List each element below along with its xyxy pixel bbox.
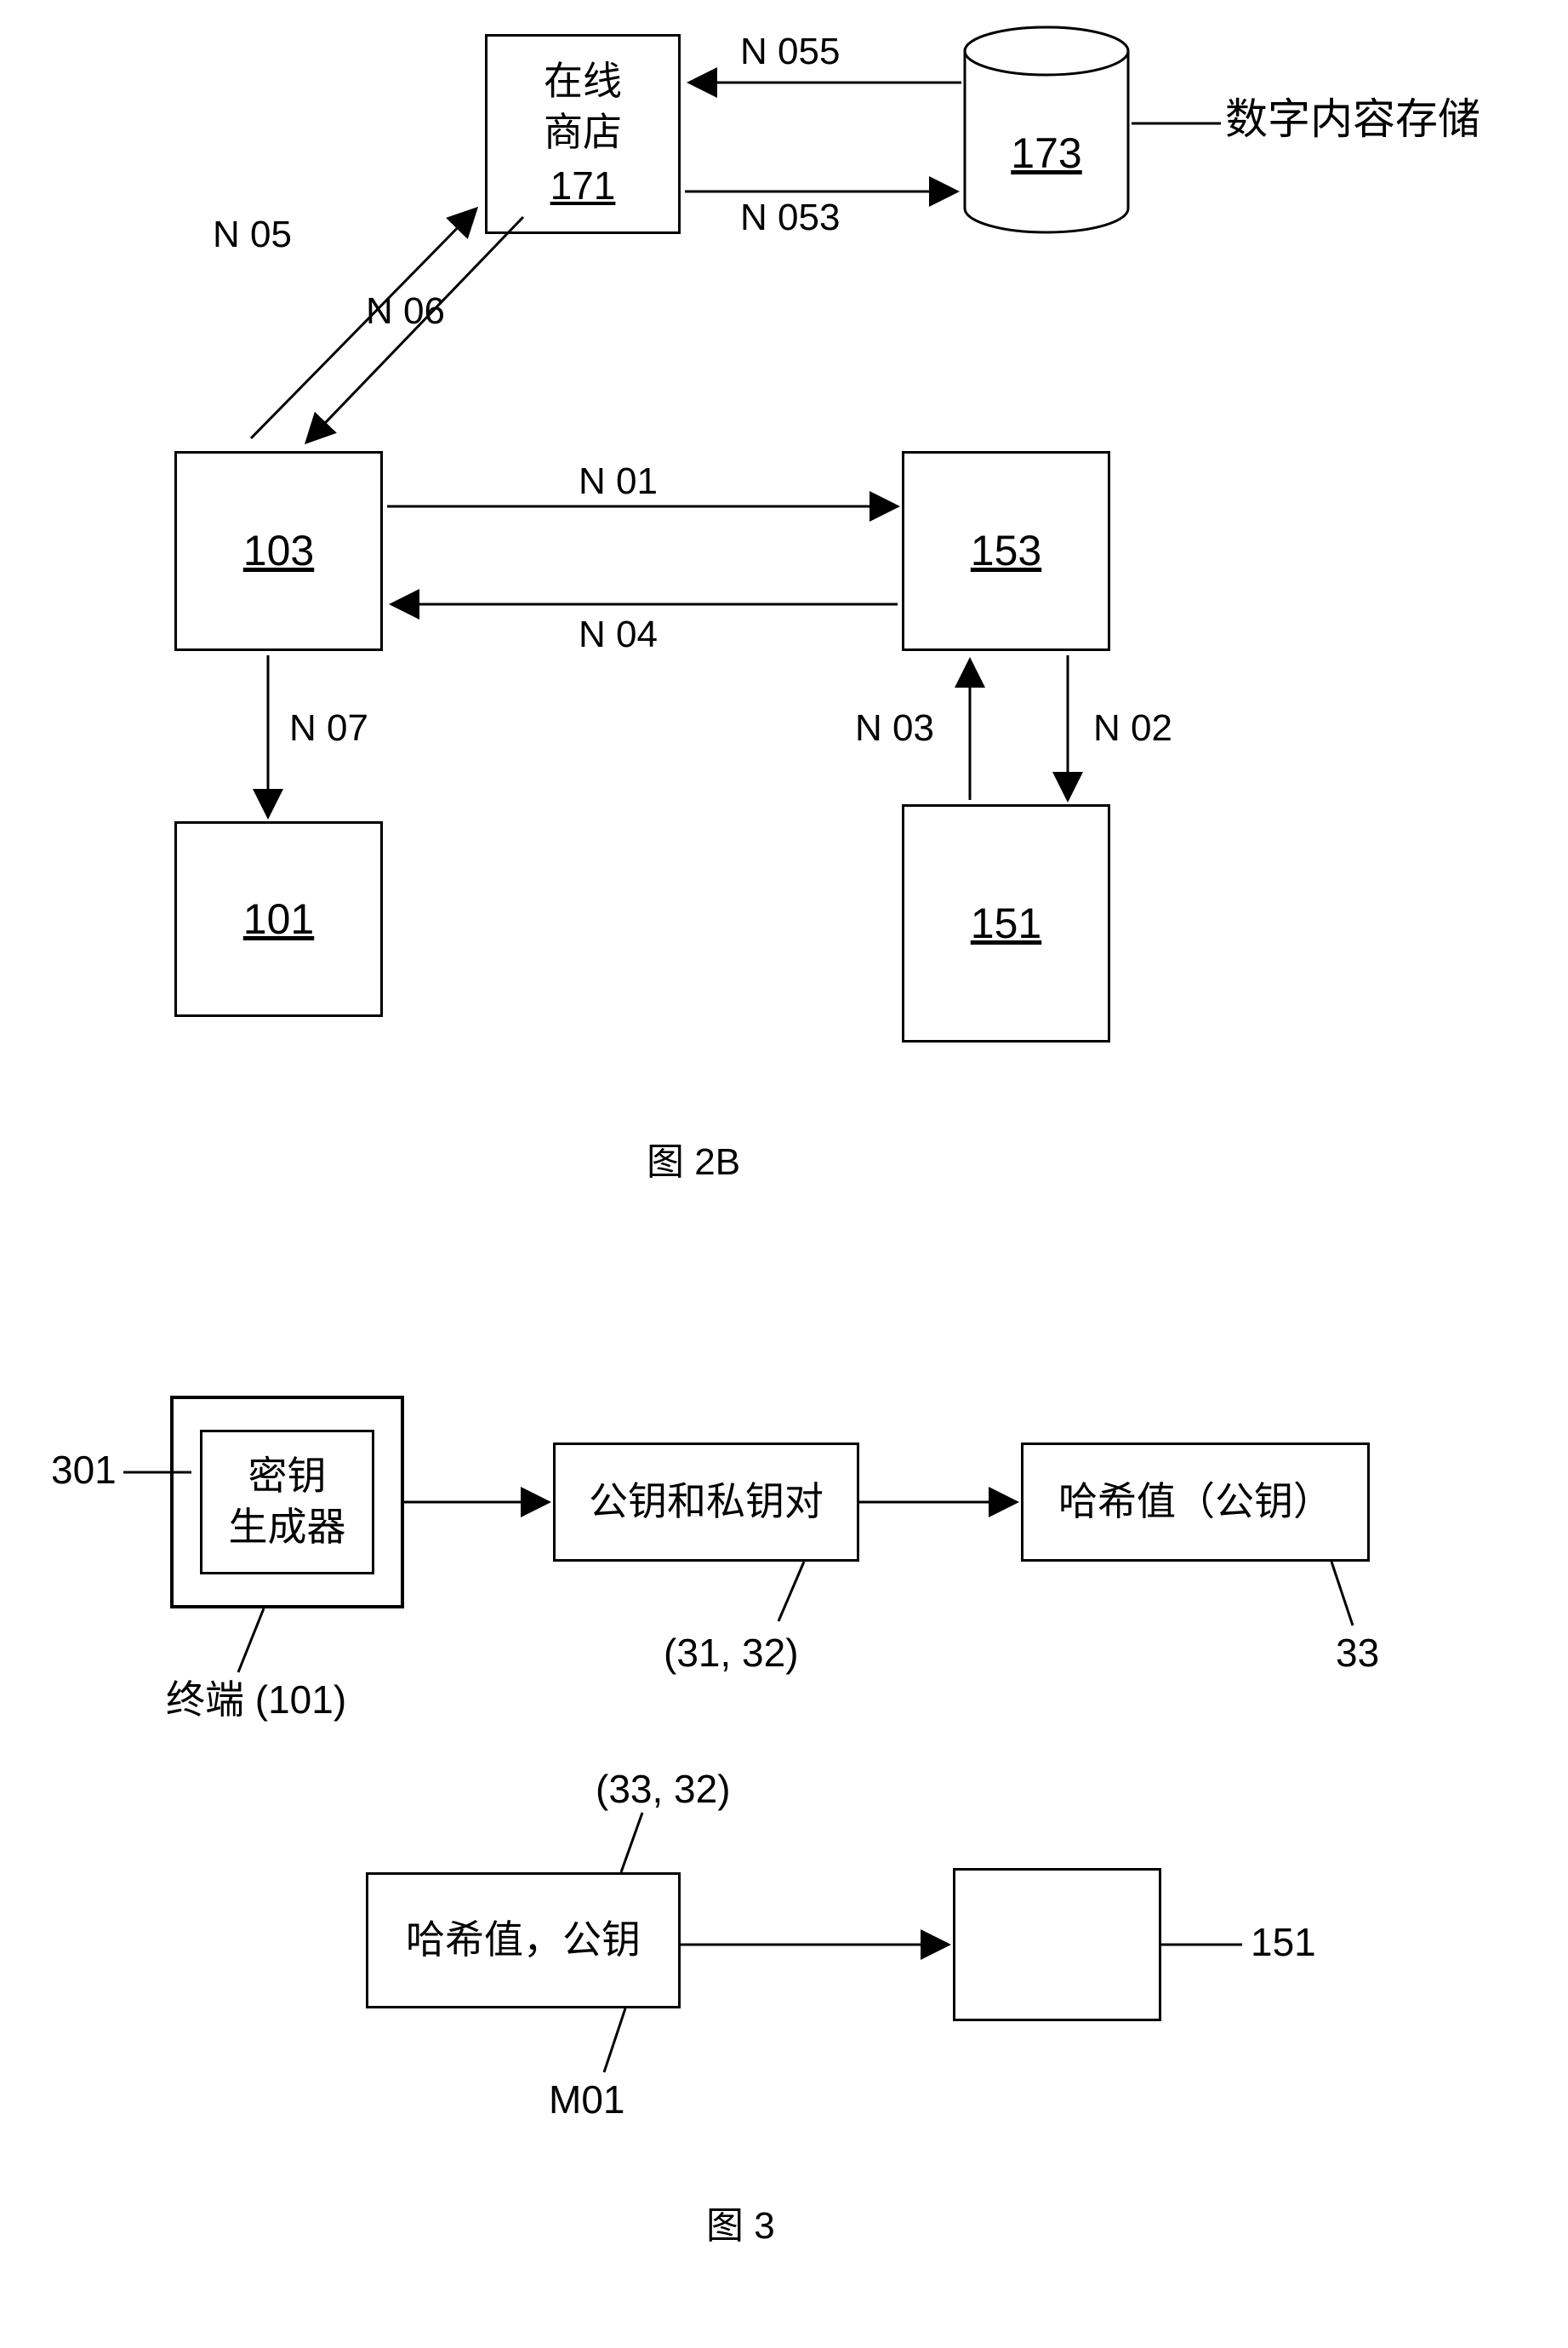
pubpriv-text: 公钥和私钥对 <box>589 1477 824 1528</box>
hashpub-box: 哈希值，公钥 <box>366 1872 681 2008</box>
box-153-ref: 153 <box>971 523 1041 579</box>
shop-ref: 171 <box>550 161 616 212</box>
box-151: 151 <box>902 804 1110 1043</box>
leader-m01 <box>596 2008 630 2077</box>
storage-cylinder: 173 <box>961 26 1132 234</box>
shop-cyl-arrows <box>681 64 966 209</box>
arrow-keygen-pubpriv <box>404 1494 557 1511</box>
edge-n03: N 03 <box>855 706 934 751</box>
cylinder-ref: 173 <box>961 128 1132 179</box>
shop-text-1: 在线 <box>544 56 622 107</box>
leader-33 <box>1323 1562 1357 1630</box>
edge-n02: N 02 <box>1093 706 1172 751</box>
hash-text: 哈希值（公钥） <box>1058 1477 1332 1528</box>
edge-n01: N 01 <box>579 460 658 505</box>
box-103-ref: 103 <box>243 523 314 579</box>
shop-text-2: 商店 <box>544 107 622 158</box>
horiz-arrows-103-153 <box>383 485 906 630</box>
leader-3332 <box>613 1808 647 1877</box>
cylinder-to-label-line <box>1132 119 1225 128</box>
leader-terminal <box>234 1608 268 1677</box>
fig3-box-151 <box>953 1868 1161 2021</box>
pubpriv-below: (31, 32) <box>664 1630 799 1677</box>
arrow-n07 <box>247 651 289 826</box>
cylinder-label: 数字内容存储 <box>1225 94 1480 145</box>
keygen-line2: 生成器 <box>229 1502 346 1553</box>
fig3-151-label: 151 <box>1251 1919 1316 1966</box>
leader-301 <box>123 1468 191 1477</box>
edge-n07: N 07 <box>289 706 368 751</box>
fig2b-title: 图 2B <box>647 1140 740 1185</box>
fig3-title: 图 3 <box>706 2204 775 2249</box>
terminal-label: 终端 (101) <box>166 1677 346 1723</box>
hashpub-text: 哈希值，公钥 <box>406 1915 641 1966</box>
box-151-ref: 151 <box>971 896 1041 951</box>
hash-box: 哈希值（公钥） <box>1021 1443 1370 1562</box>
box-153: 153 <box>902 451 1110 651</box>
hashpub-above: (33, 32) <box>596 1766 731 1813</box>
box-101-ref: 101 <box>243 892 314 947</box>
edge-n06: N 06 <box>366 289 445 334</box>
hashpub-below: M01 <box>549 2077 624 2123</box>
edge-n04: N 04 <box>579 613 658 658</box>
box-103: 103 <box>174 451 383 651</box>
box-101: 101 <box>174 821 383 1017</box>
edge-n055: N 055 <box>740 30 840 75</box>
leader-151-fig3 <box>1161 1940 1246 1949</box>
pubpriv-box: 公钥和私钥对 <box>553 1443 859 1562</box>
arrows-n02-n03 <box>949 651 1093 808</box>
label-301: 301 <box>51 1447 117 1494</box>
arrow-pubpriv-hash <box>859 1494 1025 1511</box>
edge-n053: N 053 <box>740 196 840 241</box>
leader-3132 <box>774 1562 808 1625</box>
arrow-hashpub-151 <box>681 1936 957 1953</box>
hash-below: 33 <box>1336 1630 1379 1677</box>
edge-n05: N 05 <box>213 213 292 258</box>
keygen-line1: 密钥 <box>248 1451 327 1502</box>
keygen-box: 密钥 生成器 <box>200 1430 374 1574</box>
